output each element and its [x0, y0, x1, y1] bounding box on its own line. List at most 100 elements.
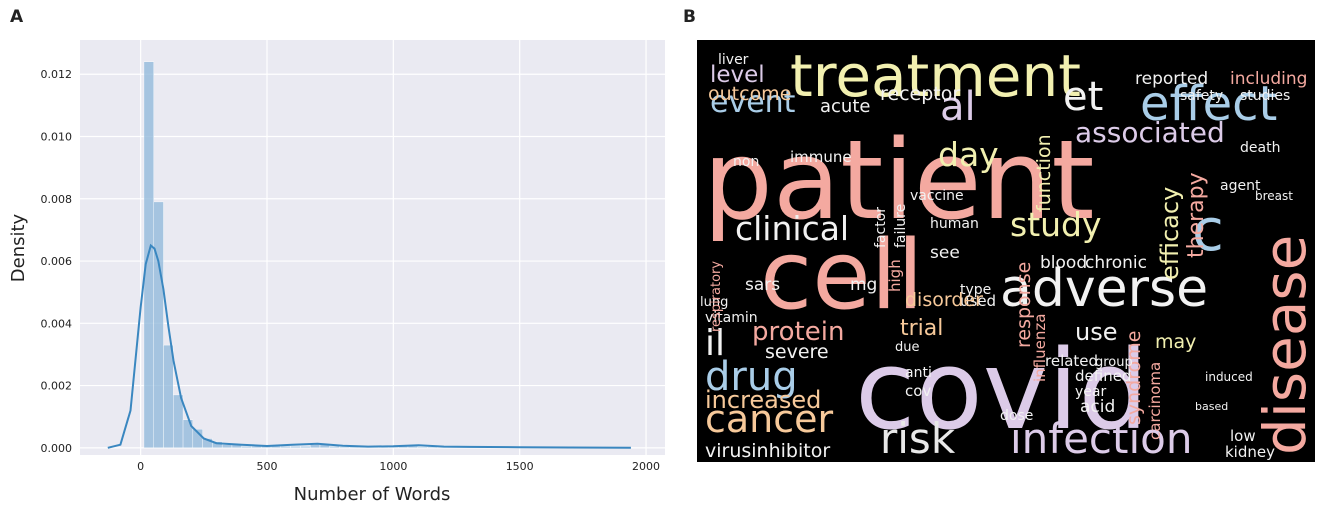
word: increased	[705, 386, 821, 414]
word: studies	[1240, 88, 1290, 104]
word: used	[960, 292, 996, 310]
x-axis-label: Number of Words	[294, 484, 451, 505]
word: factor	[873, 207, 889, 248]
word: use	[1075, 318, 1117, 346]
word: group	[1095, 355, 1133, 370]
word: dose	[1000, 408, 1033, 424]
word: associated	[1075, 116, 1225, 149]
word: failure	[893, 204, 909, 248]
histogram-bar	[280, 446, 291, 449]
histogram-bar	[241, 446, 252, 449]
word: agent	[1220, 178, 1261, 194]
word: infection	[1010, 414, 1192, 463]
word: trial	[900, 316, 943, 341]
word: related	[1045, 352, 1098, 370]
word: including	[1230, 69, 1307, 89]
density-curve	[107, 243, 631, 449]
word: reported	[1135, 69, 1208, 89]
word: level	[710, 62, 765, 88]
word: event	[710, 85, 796, 120]
y-tick-label: 0.002	[41, 380, 73, 393]
word: immune	[790, 148, 852, 166]
word: acid	[1080, 397, 1115, 417]
y-tick-label: 0.008	[41, 193, 73, 206]
word: et	[1063, 74, 1103, 120]
word: therapy	[1184, 172, 1209, 258]
word: respiratory	[709, 261, 724, 332]
y-tick-label: 0.010	[41, 131, 73, 144]
word: protein	[752, 317, 844, 347]
x-tick-label: 500	[256, 460, 277, 473]
word: c	[1192, 196, 1224, 264]
word: study	[1010, 205, 1102, 244]
histogram-bar	[290, 446, 301, 449]
histogram-bar	[153, 201, 164, 449]
word: severe	[765, 341, 829, 363]
word: kidney	[1225, 443, 1275, 461]
word: safety	[1180, 88, 1223, 104]
word: may	[1155, 331, 1196, 353]
word: anti	[905, 365, 932, 381]
word: influenza	[1031, 314, 1049, 382]
word: efficacy	[1156, 187, 1184, 280]
x-tick-label: 1000	[379, 460, 407, 473]
word: cov	[905, 382, 931, 400]
word: effect	[1140, 76, 1277, 132]
word: liver	[718, 52, 749, 68]
x-tick-label: 2000	[632, 460, 660, 473]
word: virusinhibitor	[705, 440, 830, 462]
word: low	[1230, 427, 1256, 445]
word: breast	[1255, 189, 1293, 203]
word: chronic	[1085, 253, 1147, 273]
word: response	[1013, 262, 1035, 348]
y-tick-label: 0.000	[41, 442, 73, 455]
y-tick-label: 0.006	[41, 255, 73, 268]
histogram-bar	[163, 344, 174, 449]
word: vitamin	[705, 310, 758, 326]
word: sars	[745, 275, 780, 295]
word: adverse	[1000, 259, 1208, 319]
panel-label: A	[10, 7, 24, 27]
word: outcome	[708, 83, 791, 105]
word: cell	[760, 221, 923, 331]
word: patient	[703, 116, 1094, 244]
word: induced	[1205, 370, 1253, 384]
word: year	[1075, 384, 1106, 400]
word: see	[930, 243, 960, 263]
word: blood	[1040, 253, 1087, 273]
word: vaccine	[910, 188, 964, 204]
word: treatment	[790, 42, 1081, 110]
word: defined	[1075, 367, 1131, 385]
y-axis-label: Density	[8, 213, 29, 282]
word-cloud: patientcovidcelltreatmentdiseaseadversee…	[700, 42, 1315, 463]
word: syndrome	[1123, 331, 1145, 425]
y-tick-label: 0.012	[41, 68, 73, 81]
histogram-bar	[329, 446, 340, 449]
word: day	[938, 135, 999, 174]
word: receptor	[880, 83, 960, 105]
y-tick-label: 0.004	[41, 317, 73, 330]
histogram-bar	[173, 394, 184, 449]
word: drug	[705, 354, 798, 400]
word: mg	[850, 275, 877, 295]
word: carcinoma	[1146, 362, 1164, 440]
histogram-bar	[339, 446, 350, 449]
word: clinical	[735, 209, 849, 248]
word: death	[1240, 140, 1280, 156]
word: risk	[880, 414, 956, 463]
word: lung	[700, 295, 728, 310]
x-tick-label: 1500	[506, 460, 534, 473]
word: acute	[820, 96, 870, 117]
histogram-bar	[221, 444, 233, 449]
x-tick-label: 0	[137, 460, 144, 473]
word: type	[960, 282, 991, 298]
histogram-bar	[417, 446, 428, 449]
word: al	[940, 84, 976, 130]
histogram-bar	[300, 446, 311, 449]
word: non	[733, 154, 759, 170]
panel-label: B	[683, 7, 696, 27]
word: based	[1195, 400, 1228, 413]
word: function	[1033, 134, 1055, 212]
histogram-bar	[309, 444, 321, 449]
word: high	[886, 259, 904, 292]
